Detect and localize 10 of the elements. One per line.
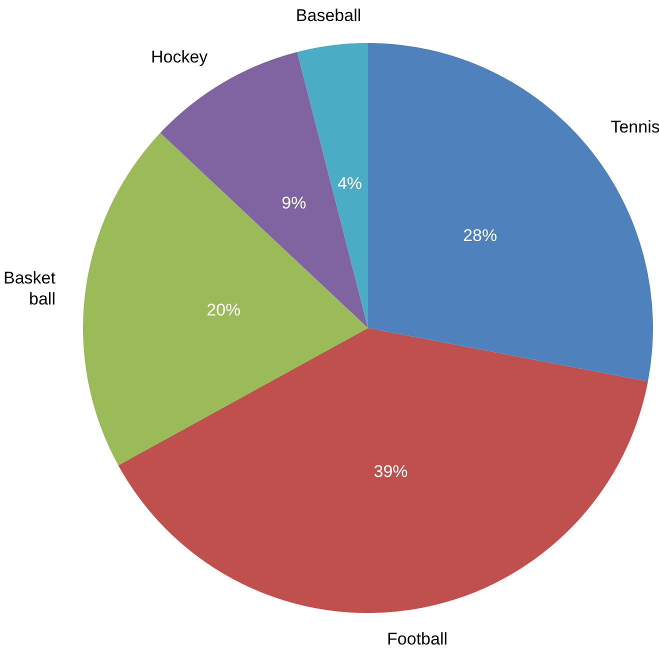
slice-label: Football	[387, 630, 448, 649]
slice-label: Baseball	[296, 6, 362, 25]
slice-label: Hockey	[150, 47, 208, 66]
data-label: 9%	[282, 193, 306, 212]
data-label: 20%	[206, 300, 241, 320]
slice-label: Tennis	[610, 118, 659, 137]
data-label: 4%	[337, 174, 362, 194]
data-label: 28%	[463, 226, 498, 245]
slice-label: Basket ball	[4, 268, 56, 309]
data-label: 39%	[374, 462, 408, 482]
